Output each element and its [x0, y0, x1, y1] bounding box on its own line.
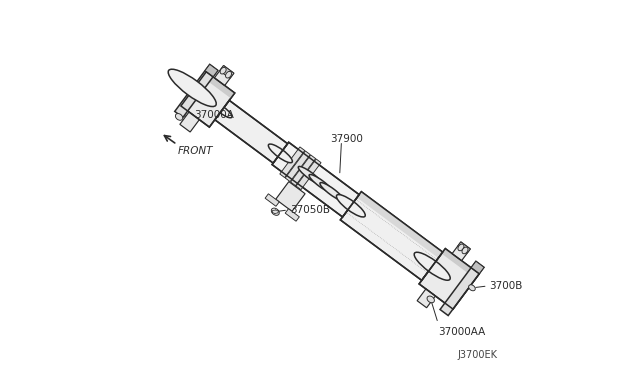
Text: FRONT: FRONT	[178, 146, 214, 156]
Text: 37000AA: 37000AA	[438, 327, 485, 337]
Text: 37000A: 37000A	[194, 110, 234, 120]
Text: 37900: 37900	[330, 134, 364, 144]
Polygon shape	[291, 155, 316, 186]
Text: 37050B: 37050B	[290, 205, 330, 215]
Polygon shape	[202, 72, 235, 98]
Polygon shape	[214, 65, 234, 86]
Ellipse shape	[220, 67, 226, 74]
Ellipse shape	[462, 247, 468, 254]
Text: J3700EK: J3700EK	[458, 350, 498, 360]
Ellipse shape	[468, 285, 476, 291]
Polygon shape	[215, 100, 287, 163]
Polygon shape	[265, 194, 279, 206]
Polygon shape	[220, 65, 234, 78]
Polygon shape	[205, 64, 218, 77]
Ellipse shape	[225, 71, 232, 78]
Ellipse shape	[414, 252, 450, 280]
Polygon shape	[285, 151, 310, 182]
Polygon shape	[458, 242, 470, 253]
Ellipse shape	[168, 69, 216, 106]
Ellipse shape	[268, 144, 292, 163]
Polygon shape	[357, 192, 443, 258]
Polygon shape	[285, 209, 300, 221]
Polygon shape	[452, 242, 470, 261]
Polygon shape	[419, 248, 479, 309]
Ellipse shape	[212, 102, 232, 118]
Ellipse shape	[175, 113, 183, 120]
Ellipse shape	[298, 166, 322, 185]
Ellipse shape	[337, 195, 365, 217]
Ellipse shape	[320, 183, 344, 201]
Polygon shape	[442, 248, 479, 279]
Polygon shape	[181, 72, 235, 127]
Polygon shape	[272, 142, 359, 217]
Polygon shape	[280, 147, 305, 177]
Text: 3700B: 3700B	[490, 281, 523, 291]
Ellipse shape	[309, 174, 333, 193]
Polygon shape	[340, 192, 443, 280]
Ellipse shape	[427, 296, 435, 303]
Polygon shape	[296, 159, 321, 190]
Polygon shape	[276, 182, 305, 211]
Ellipse shape	[458, 244, 464, 251]
Polygon shape	[175, 64, 218, 118]
Ellipse shape	[271, 208, 279, 215]
Polygon shape	[440, 261, 484, 315]
Polygon shape	[417, 289, 435, 308]
Polygon shape	[180, 112, 199, 132]
Polygon shape	[471, 261, 484, 274]
